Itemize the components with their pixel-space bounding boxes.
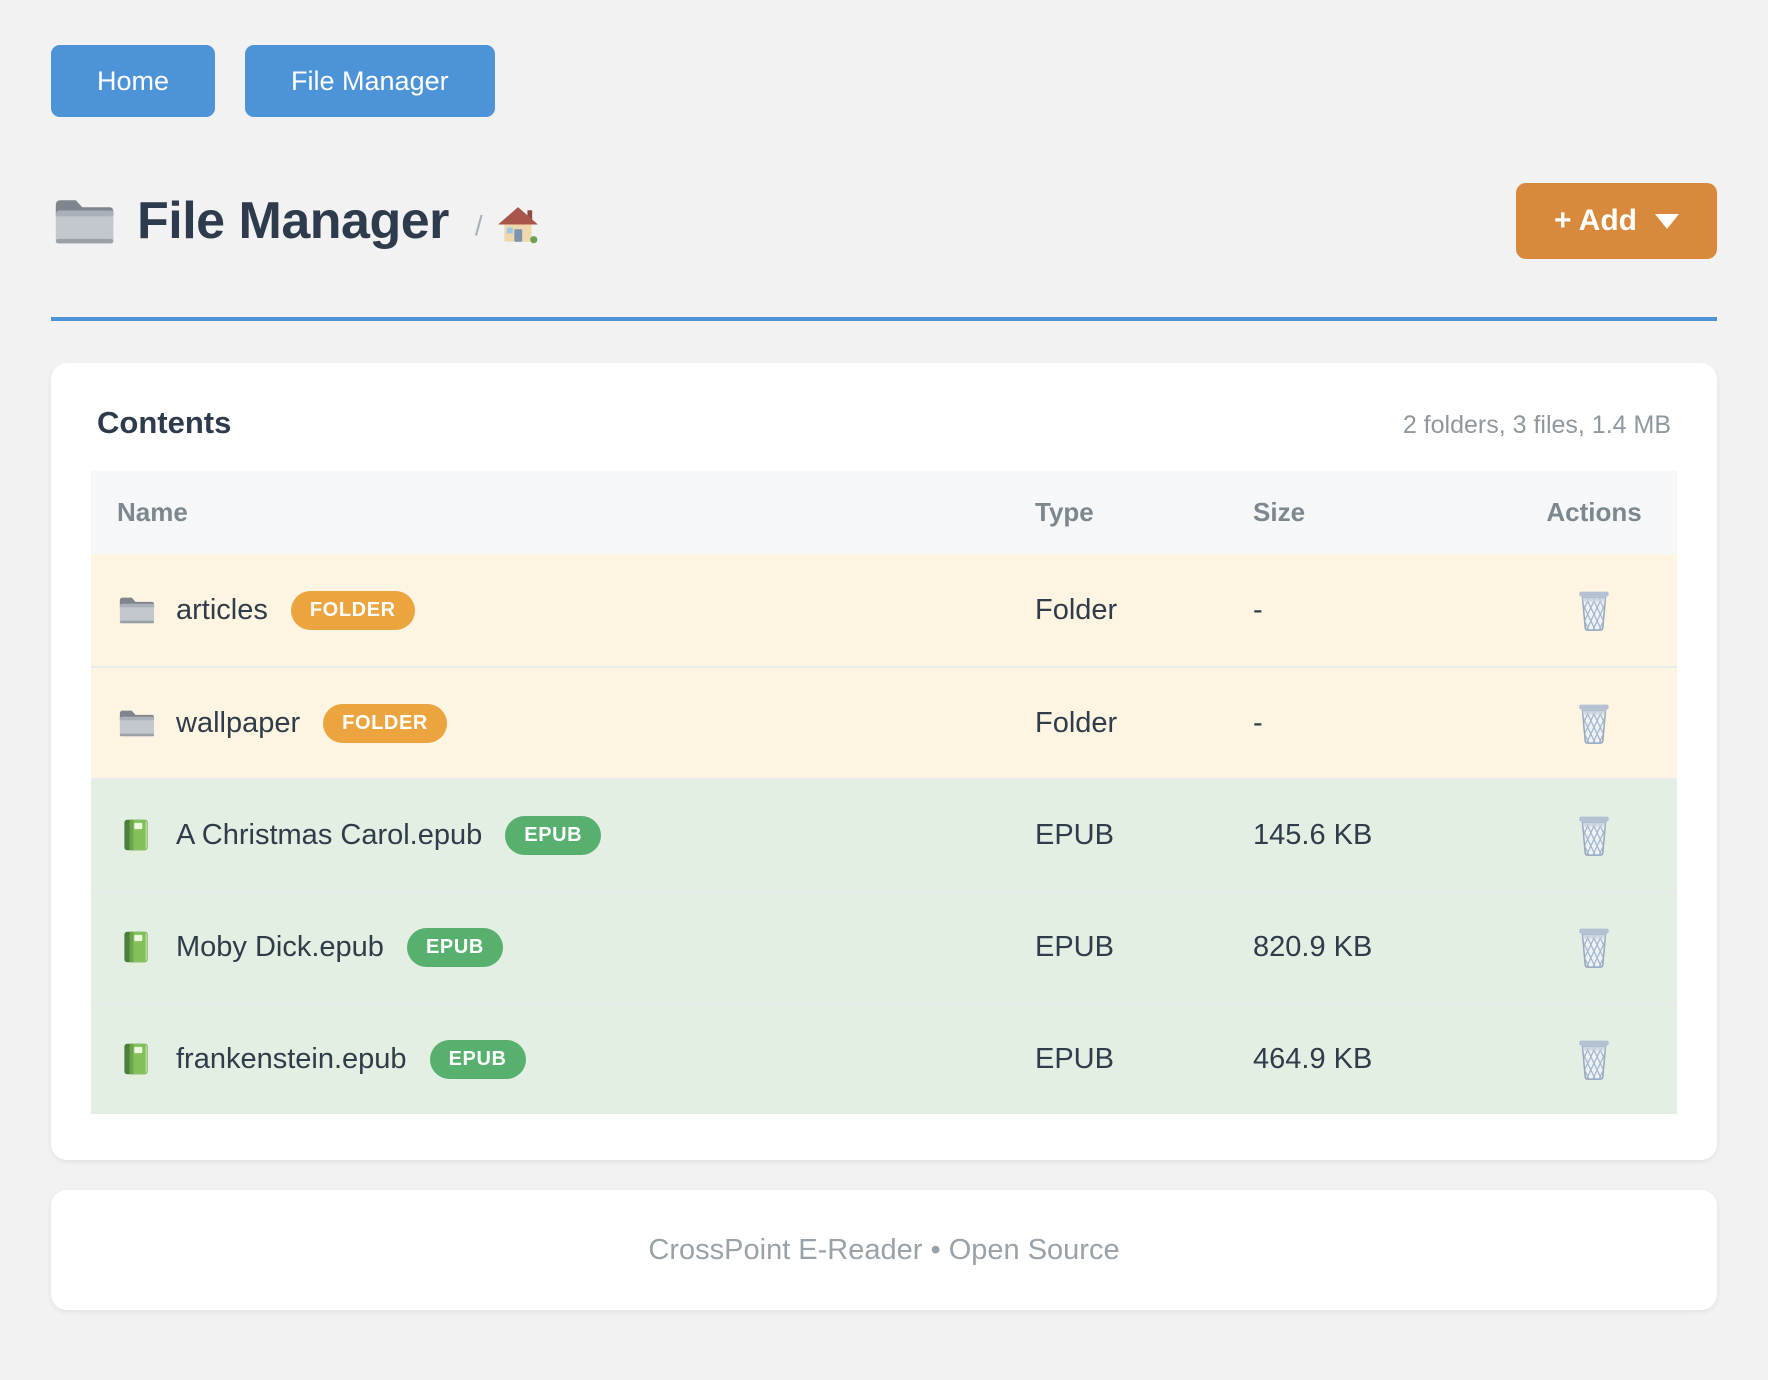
type-cell: Folder	[1035, 706, 1118, 739]
size-cell: 464.9 KB	[1253, 1042, 1373, 1075]
file-name[interactable]: wallpaper	[176, 706, 301, 739]
file-name[interactable]: Moby Dick.epub	[176, 930, 384, 963]
title-divider	[51, 317, 1717, 321]
file-name[interactable]: articles	[176, 593, 268, 626]
name-cell: Moby Dick.epub EPUB	[117, 927, 1035, 967]
table-row: articles FOLDER Folder -	[91, 554, 1677, 666]
book-icon	[117, 818, 155, 852]
delete-button[interactable]	[1575, 925, 1613, 969]
type-badge: EPUB	[429, 1039, 526, 1079]
actions-cell	[1537, 1037, 1651, 1081]
card-header: Contents 2 folders, 3 files, 1.4 MB	[91, 405, 1677, 441]
table-row: wallpaper FOLDER Folder -	[91, 666, 1677, 778]
folder-icon	[117, 593, 155, 627]
trash-icon	[1575, 588, 1613, 632]
column-header-name: Name	[117, 497, 188, 527]
actions-cell	[1537, 701, 1651, 745]
type-cell: EPUB	[1035, 930, 1114, 963]
type-cell: Folder	[1035, 593, 1118, 626]
home-icon[interactable]	[497, 206, 539, 244]
size-cell: -	[1253, 706, 1263, 739]
caret-down-icon	[1655, 213, 1679, 229]
file-table: Name Type Size Actions articles FOLDER F…	[91, 471, 1677, 1114]
type-badge: EPUB	[406, 927, 503, 967]
actions-cell	[1537, 588, 1651, 632]
column-header-actions: Actions	[1546, 497, 1642, 527]
folder-icon	[51, 193, 115, 249]
column-header-type: Type	[1035, 497, 1094, 527]
delete-button[interactable]	[1575, 701, 1613, 745]
contents-heading: Contents	[97, 405, 232, 440]
type-cell: EPUB	[1035, 818, 1114, 851]
type-badge: FOLDER	[290, 590, 415, 630]
type-badge: EPUB	[505, 815, 602, 855]
actions-cell	[1537, 925, 1651, 969]
delete-button[interactable]	[1575, 813, 1613, 857]
size-cell: 145.6 KB	[1253, 818, 1373, 851]
trash-icon	[1575, 701, 1613, 745]
page-header: File Manager / + Add	[51, 183, 1717, 259]
table-body: articles FOLDER Folder - wallpaper FOLDE…	[91, 554, 1677, 1114]
trash-icon	[1575, 813, 1613, 857]
size-cell: 820.9 KB	[1253, 930, 1373, 963]
add-button[interactable]: + Add	[1515, 183, 1717, 259]
add-button-label: + Add	[1553, 204, 1637, 237]
file-name[interactable]: frankenstein.epub	[176, 1042, 407, 1075]
name-cell: A Christmas Carol.epub EPUB	[117, 815, 1035, 855]
book-icon	[117, 930, 155, 964]
trash-icon	[1575, 1037, 1613, 1081]
footer: CrossPoint E-Reader • Open Source	[51, 1190, 1717, 1310]
file-name[interactable]: A Christmas Carol.epub	[176, 818, 483, 851]
table-row: A Christmas Carol.epub EPUB EPUB 145.6 K…	[91, 778, 1677, 890]
table-row: frankenstein.epub EPUB EPUB 464.9 KB	[91, 1002, 1677, 1114]
contents-summary: 2 folders, 3 files, 1.4 MB	[1402, 411, 1671, 439]
book-icon	[117, 1042, 155, 1076]
delete-button[interactable]	[1575, 588, 1613, 632]
title-group: File Manager /	[51, 191, 1516, 251]
name-cell: articles FOLDER	[117, 590, 1035, 630]
top-nav: Home File Manager	[51, 45, 1717, 117]
file-manager-button[interactable]: File Manager	[245, 45, 495, 117]
table-header-row: Name Type Size Actions	[91, 471, 1677, 554]
folder-icon	[117, 706, 155, 740]
breadcrumb: /	[474, 210, 483, 241]
footer-text: CrossPoint E-Reader • Open Source	[648, 1233, 1120, 1266]
actions-cell	[1537, 813, 1651, 857]
table-row: Moby Dick.epub EPUB EPUB 820.9 KB	[91, 890, 1677, 1002]
contents-card: Contents 2 folders, 3 files, 1.4 MB Name…	[51, 363, 1717, 1160]
type-badge: FOLDER	[323, 703, 447, 743]
name-cell: wallpaper FOLDER	[117, 703, 1035, 743]
page: Home File Manager File Manager / + Add C…	[51, 45, 1717, 1310]
name-cell: frankenstein.epub EPUB	[117, 1039, 1035, 1079]
type-cell: EPUB	[1035, 1042, 1114, 1075]
delete-button[interactable]	[1575, 1037, 1613, 1081]
trash-icon	[1575, 925, 1613, 969]
page-title: File Manager	[137, 192, 449, 250]
size-cell: -	[1253, 593, 1263, 626]
home-button[interactable]: Home	[51, 45, 216, 117]
column-header-size: Size	[1253, 497, 1306, 527]
